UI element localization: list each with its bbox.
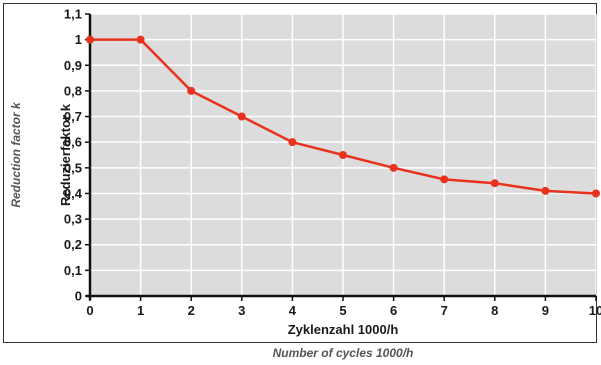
y-tick-label: 0,9 [64,58,82,73]
x-tick-label: 3 [238,303,245,318]
y-tick-label: 0,8 [64,83,82,98]
x-tick-label: 10 [589,303,601,318]
data-point [592,189,600,198]
x-tick-label: 9 [542,303,549,318]
data-point [440,175,449,184]
x-axis-title: Zyklenzahl 1000/h [288,322,399,337]
x-tick-label: 0 [86,303,93,318]
y-tick-label: 0,3 [64,212,82,227]
y-tick-labels: 0 0,1 0,2 0,3 0,4 0,5 0,6 0,7 0,8 0,9 1 1,1 [64,7,90,304]
x-tick-label: 8 [491,303,498,318]
data-point [237,112,246,121]
data-point [339,151,347,159]
y-tick-label: 0,6 [64,135,82,150]
x-tick-label: 5 [339,303,346,318]
x-tick-label: 6 [390,303,397,318]
data-point [86,35,94,44]
y-axis-title: Reduzierfaktor k [58,103,73,206]
y-tick-label: 0,1 [64,263,82,278]
y-tick-label: 1 [75,32,82,47]
data-point [187,86,196,95]
y-tick-label: 0 [75,289,82,304]
axes [86,14,596,300]
data-point [541,186,550,195]
y-tick-label: 1,1 [64,7,82,22]
x-axis-title-english: Number of cycles 1000/h [273,346,414,360]
data-point [136,35,145,44]
y-tick-label: 0,5 [64,160,82,175]
data-point [389,163,398,172]
y-tick-label: 0,4 [64,186,83,201]
x-tick-labels: 0 1 2 3 4 5 6 7 8 9 10 [86,296,601,318]
data-series [86,35,600,198]
y-tick-label: 0,2 [64,237,82,252]
x-tick-label: 4 [289,303,297,318]
x-tick-label: 7 [441,303,448,318]
y-axis-title-english: Reduction factor k [9,101,23,208]
y-tick-label: 0,7 [64,109,82,124]
data-point [288,138,297,147]
x-tick-label: 1 [137,303,144,318]
data-point [490,179,499,188]
x-tick-label: 2 [188,303,195,318]
